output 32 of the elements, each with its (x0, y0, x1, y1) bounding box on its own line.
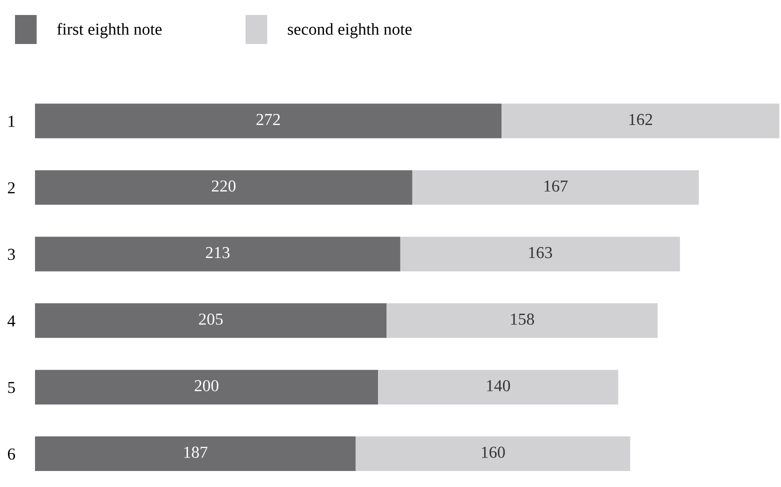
bar (378, 370, 618, 404)
y-tick-label: 4 (8, 315, 16, 326)
data-label: 200 (194, 380, 218, 392)
data-label: 162 (629, 114, 652, 126)
bar (35, 370, 378, 404)
bar (35, 170, 412, 205)
bar (412, 170, 699, 205)
data-label: 187 (184, 446, 208, 458)
bar (35, 303, 387, 338)
bar (502, 104, 780, 138)
data-label: 167 (544, 180, 568, 192)
data-label: 163 (529, 247, 552, 258)
data-label: 220 (212, 180, 236, 192)
data-label: 272 (256, 114, 280, 125)
legend-label: second eighth note (288, 23, 412, 38)
y-tick-label: 5 (8, 382, 15, 394)
y-tick-label: 1 (8, 116, 15, 127)
data-label: 205 (199, 314, 223, 325)
data-label: 158 (511, 314, 534, 325)
data-label: 213 (206, 247, 230, 258)
bar (356, 436, 630, 472)
y-tick-label: 2 (8, 182, 15, 194)
y-tick-label: 6 (8, 448, 16, 460)
bar (35, 436, 356, 472)
y-tick-label: 3 (8, 248, 15, 260)
bar (35, 104, 502, 138)
data-label: 160 (482, 446, 505, 458)
legend-label: first eighth note (57, 22, 162, 38)
bar (400, 236, 680, 272)
data-label: 140 (487, 380, 510, 392)
bar (35, 236, 400, 272)
bar (386, 303, 658, 338)
